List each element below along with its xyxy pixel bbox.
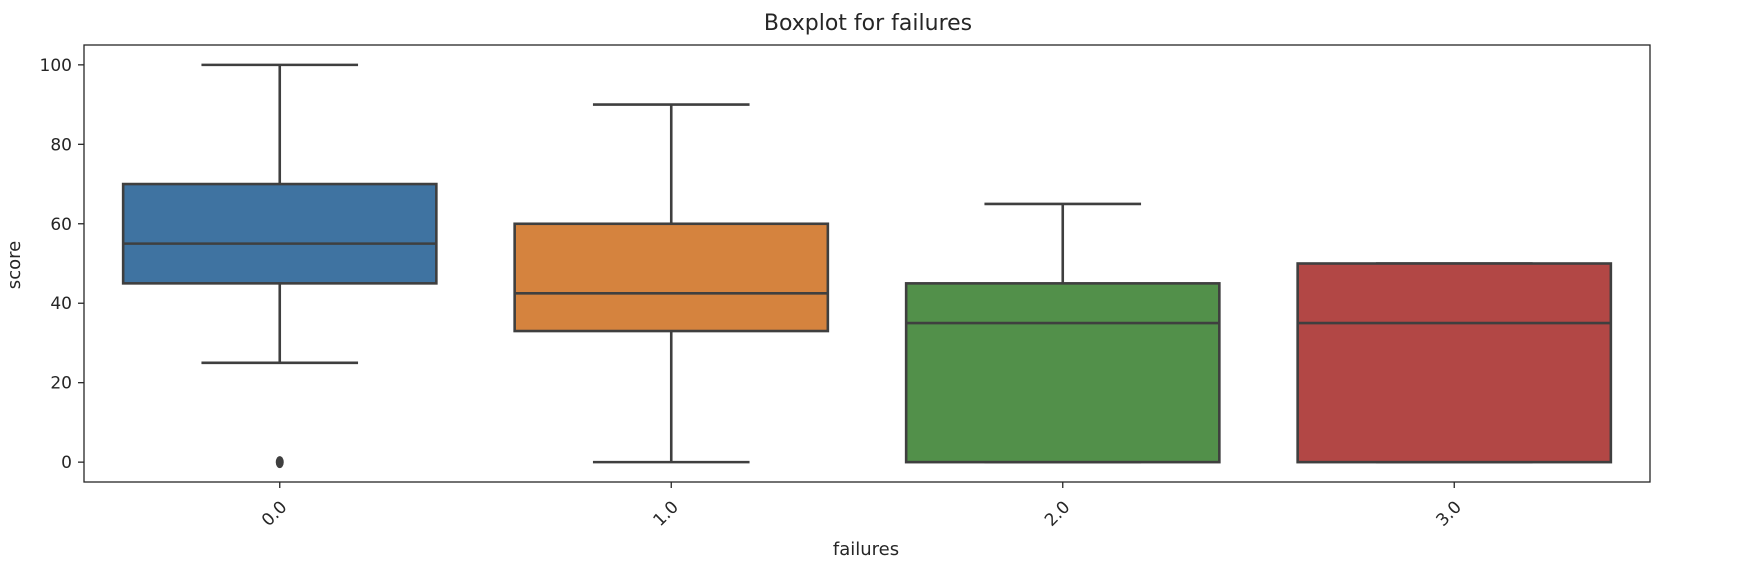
x-tick-label: 3.0 <box>1433 497 1466 530</box>
y-tick-label: 20 <box>50 374 72 394</box>
box-iqr <box>121 182 438 285</box>
axes-frame <box>83 44 1651 483</box>
y-axis-label: score <box>4 241 25 289</box>
y-tick-label: 40 <box>50 294 72 314</box>
box-iqr <box>513 222 830 333</box>
x-tick-label: 2.0 <box>1041 497 1074 530</box>
box-iqr <box>904 282 1221 464</box>
y-tick-label: 60 <box>50 215 72 235</box>
outlier-point <box>275 456 284 469</box>
y-tick-label: 100 <box>40 56 72 76</box>
x-tick-label: 0.0 <box>258 497 291 530</box>
y-tick-label: 0 <box>61 453 72 473</box>
x-tick-label: 1.0 <box>650 497 683 530</box>
y-tick-label: 80 <box>50 135 72 155</box>
chart-title: Boxplot for failures <box>764 11 972 36</box>
x-axis-label: failures <box>833 539 899 560</box>
box-iqr <box>1296 262 1613 464</box>
plot-area: 0 20 40 60 80 100 0.0 1.0 2.0 3.0 <box>40 44 1651 531</box>
